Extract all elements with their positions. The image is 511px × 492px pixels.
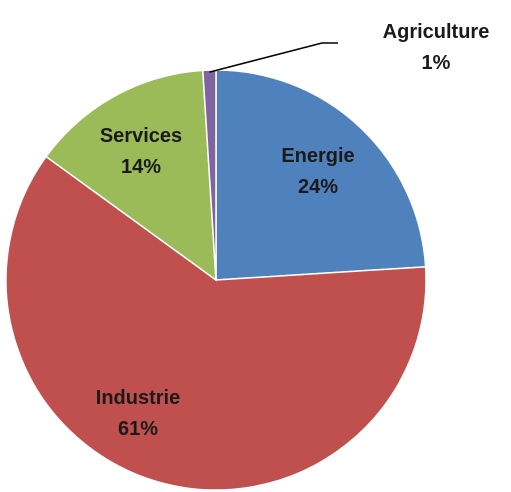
slice-value-agriculture: 1% <box>422 52 451 74</box>
slice-value-industrie: 61% <box>118 418 158 440</box>
slice-value-energie: 24% <box>298 176 338 198</box>
pie-slices <box>5 69 427 491</box>
slice-label-agriculture: Agriculture <box>383 21 490 43</box>
pie-slice-energie <box>215 69 427 281</box>
slice-label-industrie: Industrie <box>96 387 180 409</box>
pie-slice-services <box>45 69 217 282</box>
pie-labels: Energie 24% Industrie 61% Services 14% Agricul… <box>96 21 490 440</box>
slice-label-energie: Energie <box>281 145 354 167</box>
slice-label-services: Services <box>100 125 182 147</box>
slice-value-services: 14% <box>121 156 161 178</box>
pie-slice-industrie <box>5 155 427 491</box>
leader-line-agriculture <box>209 42 338 73</box>
